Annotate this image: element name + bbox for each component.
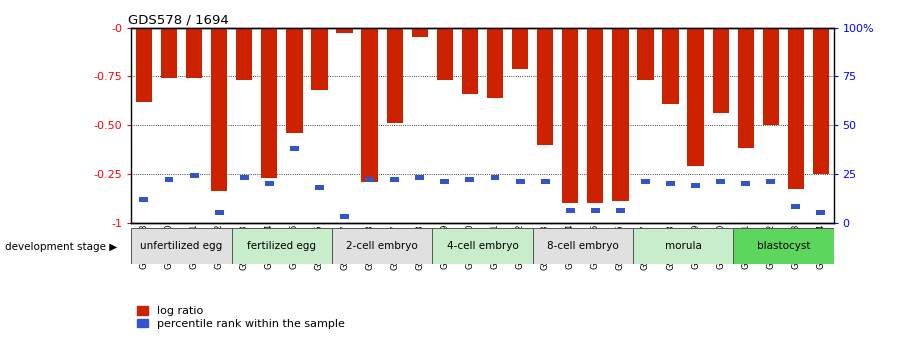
- Bar: [236, 28, 253, 80]
- Bar: [766, 179, 776, 184]
- Bar: [265, 181, 274, 186]
- Bar: [186, 28, 202, 78]
- Bar: [741, 181, 750, 186]
- Bar: [462, 28, 478, 94]
- Text: fertilized egg: fertilized egg: [247, 241, 316, 251]
- Text: morula: morula: [665, 241, 701, 251]
- Bar: [140, 197, 149, 201]
- Bar: [437, 28, 453, 80]
- Bar: [161, 28, 178, 78]
- Bar: [312, 28, 328, 90]
- Bar: [261, 28, 277, 178]
- Text: blastocyst: blastocyst: [757, 241, 810, 251]
- Bar: [641, 179, 650, 184]
- Bar: [533, 228, 633, 264]
- Text: 8-cell embryo: 8-cell embryo: [547, 241, 619, 251]
- Bar: [286, 28, 303, 133]
- Bar: [131, 228, 232, 264]
- Bar: [387, 28, 403, 123]
- Bar: [666, 181, 675, 186]
- Text: GDS578 / 1694: GDS578 / 1694: [128, 13, 228, 27]
- Bar: [340, 214, 349, 219]
- Bar: [733, 228, 834, 264]
- Text: 2-cell embryo: 2-cell embryo: [346, 241, 418, 251]
- Bar: [211, 28, 227, 191]
- Text: 4-cell embryo: 4-cell embryo: [447, 241, 518, 251]
- Bar: [712, 28, 728, 114]
- Bar: [792, 205, 800, 209]
- Bar: [466, 177, 475, 182]
- Bar: [165, 177, 173, 182]
- Bar: [136, 28, 152, 102]
- Bar: [240, 175, 249, 180]
- Bar: [787, 28, 804, 189]
- Text: unfertilized egg: unfertilized egg: [140, 241, 223, 251]
- Bar: [315, 185, 324, 190]
- Bar: [591, 208, 600, 213]
- Bar: [688, 28, 704, 166]
- Bar: [512, 28, 528, 69]
- Bar: [813, 28, 829, 174]
- Bar: [189, 173, 198, 178]
- Bar: [415, 175, 424, 180]
- Bar: [290, 146, 299, 151]
- Bar: [390, 177, 400, 182]
- Bar: [361, 28, 378, 181]
- Bar: [763, 28, 779, 125]
- Bar: [336, 28, 352, 33]
- Bar: [537, 28, 554, 145]
- Legend: log ratio, percentile rank within the sample: log ratio, percentile rank within the sa…: [137, 306, 345, 329]
- Bar: [637, 28, 653, 80]
- Bar: [716, 179, 725, 184]
- Bar: [490, 175, 499, 180]
- Bar: [487, 28, 503, 98]
- Bar: [232, 228, 332, 264]
- Text: development stage ▶: development stage ▶: [5, 242, 117, 252]
- Bar: [587, 28, 603, 203]
- Bar: [432, 228, 533, 264]
- Bar: [816, 210, 825, 215]
- Bar: [215, 210, 224, 215]
- Bar: [440, 179, 449, 184]
- Bar: [516, 179, 525, 184]
- Bar: [565, 208, 574, 213]
- Bar: [612, 28, 629, 201]
- Bar: [365, 177, 374, 182]
- Bar: [541, 179, 550, 184]
- Bar: [616, 208, 625, 213]
- Bar: [332, 228, 432, 264]
- Bar: [562, 28, 578, 203]
- Bar: [633, 228, 733, 264]
- Bar: [737, 28, 754, 148]
- Bar: [691, 183, 700, 188]
- Bar: [411, 28, 428, 37]
- Bar: [662, 28, 679, 104]
